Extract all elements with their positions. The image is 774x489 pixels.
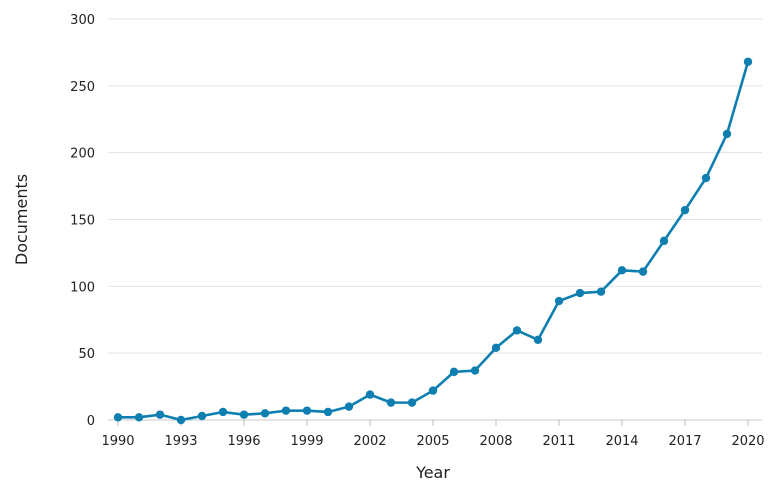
data-point-2018 bbox=[701, 173, 711, 183]
data-point-1991 bbox=[134, 413, 144, 422]
data-point-2009 bbox=[512, 326, 522, 335]
data-point-2007 bbox=[470, 366, 480, 375]
data-point-2014 bbox=[617, 266, 627, 275]
x-tick-label: 2017 bbox=[668, 434, 701, 449]
data-point-2003 bbox=[386, 398, 396, 407]
y-tick-label: 200 bbox=[70, 147, 95, 162]
data-point-2010 bbox=[533, 335, 543, 344]
data-point-2015 bbox=[638, 267, 648, 276]
data-point-2000 bbox=[323, 407, 333, 417]
data-point-2004 bbox=[407, 398, 417, 407]
data-point-1994 bbox=[197, 411, 207, 421]
x-tick-label: 2002 bbox=[353, 434, 386, 449]
data-point-1990 bbox=[113, 413, 123, 422]
data-point-1992 bbox=[155, 410, 165, 419]
y-axis: 0 50 100 150 200 250 300 bbox=[70, 13, 95, 429]
data-point-1998 bbox=[281, 406, 291, 415]
data-point-2011 bbox=[554, 296, 564, 306]
y-tick-label: 50 bbox=[78, 347, 95, 362]
x-tick-label: 2014 bbox=[605, 434, 638, 449]
data-point-2008 bbox=[491, 343, 501, 353]
data-point-2012 bbox=[575, 288, 585, 298]
data-point-2001 bbox=[344, 402, 354, 411]
y-tick-label: 100 bbox=[70, 280, 95, 295]
x-tick-label: 2005 bbox=[416, 434, 449, 449]
x-tick-label: 1996 bbox=[227, 434, 260, 449]
y-axis-label: Documents bbox=[12, 174, 31, 265]
data-point-1997 bbox=[260, 409, 270, 418]
data-point-1995 bbox=[218, 407, 228, 417]
data-point-2002 bbox=[365, 390, 375, 399]
grid-lines bbox=[108, 18, 762, 421]
data-point-2013 bbox=[596, 287, 606, 296]
x-axis-label: Year bbox=[415, 463, 450, 482]
series-line bbox=[116, 60, 750, 422]
y-tick-label: 250 bbox=[70, 80, 95, 95]
x-tick-label: 1993 bbox=[164, 434, 197, 449]
y-tick-label: 150 bbox=[70, 214, 95, 229]
y-tick-label: 300 bbox=[70, 13, 95, 28]
data-point-2017 bbox=[680, 205, 690, 215]
series-group bbox=[113, 57, 753, 425]
y-tick-label: 0 bbox=[87, 414, 95, 429]
x-tick-label: 1990 bbox=[101, 434, 134, 449]
data-point-1996 bbox=[239, 410, 249, 419]
data-point-2006 bbox=[449, 367, 459, 377]
data-point-2005 bbox=[428, 386, 438, 395]
x-tick-label: 2011 bbox=[542, 434, 575, 449]
x-axis: 1990 1993 1996 1999 2002 2005 2008 2011 2014 2017… bbox=[101, 420, 765, 449]
data-point-1993 bbox=[176, 415, 186, 425]
data-point-2019 bbox=[722, 129, 732, 139]
data-point-1999 bbox=[302, 406, 312, 415]
x-tick-label: 2020 bbox=[731, 434, 764, 449]
x-tick-label: 1999 bbox=[290, 434, 323, 449]
data-point-2016 bbox=[659, 236, 669, 246]
data-point-2020 bbox=[743, 57, 753, 66]
x-tick-label: 2008 bbox=[479, 434, 512, 449]
